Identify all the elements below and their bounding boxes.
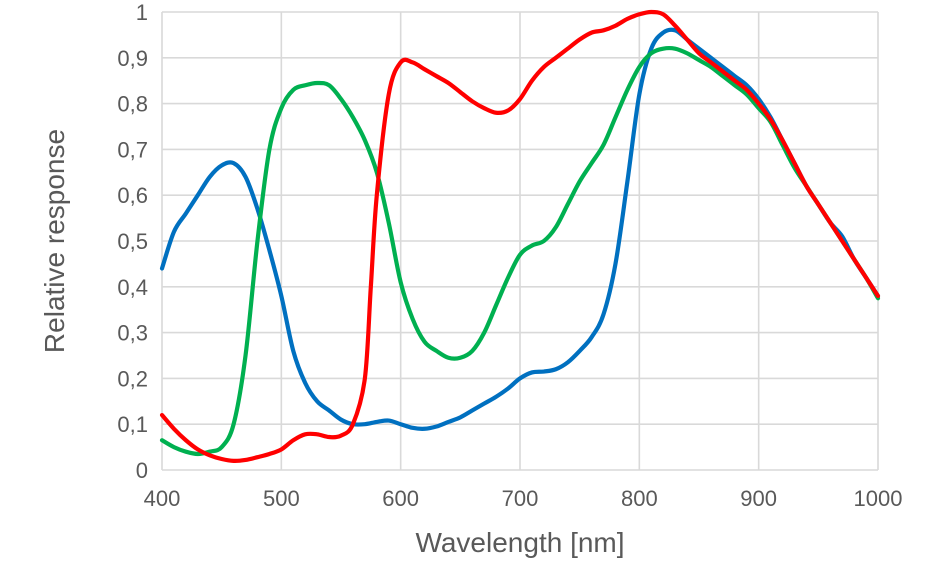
y-tick-label: 0,8 <box>117 92 148 117</box>
y-tick-label: 0,3 <box>117 321 148 346</box>
blue-series-line <box>159 27 881 431</box>
y-tick-label: 0 <box>136 458 148 483</box>
red-series-line <box>159 9 881 463</box>
y-tick-label: 0,9 <box>117 46 148 71</box>
tick-labels: 0 0,1 0,2 0,3 0,4 0,5 0,6 0,7 0,8 0,9 1 400 500 600 70… <box>117 0 902 511</box>
y-tick-label: 0,7 <box>117 137 148 162</box>
y-axis-title: Relative response <box>39 129 70 353</box>
y-tick-label: 0,4 <box>117 275 148 300</box>
x-tick-label: 1000 <box>854 486 903 511</box>
x-tick-label: 700 <box>502 486 539 511</box>
y-tick-label: 0,1 <box>117 412 148 437</box>
series-lines <box>159 9 881 463</box>
x-tick-label: 800 <box>621 486 658 511</box>
y-tick-label: 0,5 <box>117 229 148 254</box>
x-tick-label: 500 <box>263 486 300 511</box>
x-axis-title: Wavelength [nm] <box>415 527 624 558</box>
x-tick-label: 400 <box>144 486 181 511</box>
grid <box>161 11 879 471</box>
x-tick-label: 900 <box>740 486 777 511</box>
green-series-line <box>159 45 881 457</box>
x-tick-label: 600 <box>382 486 419 511</box>
y-tick-label: 1 <box>136 0 148 25</box>
y-tick-label: 0,6 <box>117 183 148 208</box>
y-tick-label: 0,2 <box>117 366 148 391</box>
